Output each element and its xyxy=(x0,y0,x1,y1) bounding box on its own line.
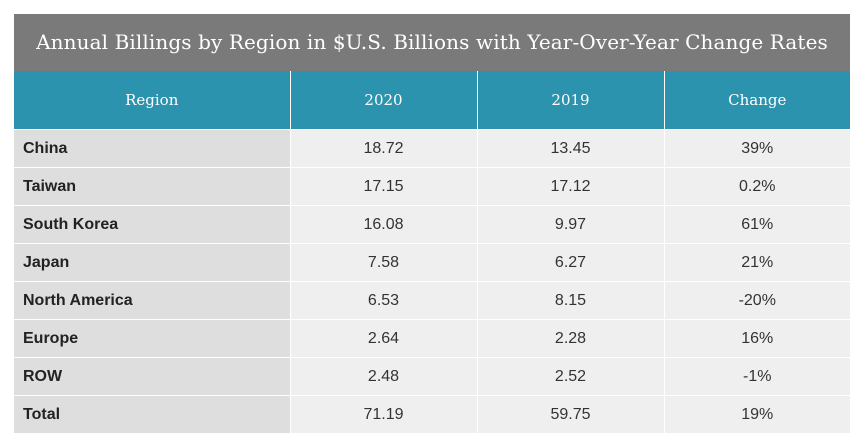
value-2019-cell: 2.52 xyxy=(476,357,664,396)
region-cell: China xyxy=(14,129,290,168)
value-2020-cell: 6.53 xyxy=(289,281,477,320)
table-row: Europe 2.64 2.28 16% xyxy=(14,319,850,358)
billings-table: Region 2020 2019 Change China 18.72 13.4… xyxy=(14,71,850,433)
region-cell: Taiwan xyxy=(14,167,290,206)
value-2020-cell: 2.64 xyxy=(289,319,477,358)
table-row: China 18.72 13.45 39% xyxy=(14,129,850,168)
value-2019-cell: 9.97 xyxy=(476,205,664,244)
region-cell: Japan xyxy=(14,243,290,282)
region-cell: South Korea xyxy=(14,205,290,244)
table-row: North America 6.53 8.15 -20% xyxy=(14,281,850,320)
table-row: South Korea 16.08 9.97 61% xyxy=(14,205,850,244)
value-2019-cell: 6.27 xyxy=(476,243,664,282)
change-cell: 19% xyxy=(663,395,850,433)
value-2019-cell: 59.75 xyxy=(476,395,664,433)
value-2019-cell: 8.15 xyxy=(476,281,664,320)
value-2019-cell: 2.28 xyxy=(476,319,664,358)
value-2020-cell: 2.48 xyxy=(289,357,477,396)
header-change: Change xyxy=(663,71,850,130)
billings-table-figure: Annual Billings by Region in $U.S. Billi… xyxy=(14,14,850,433)
region-cell: Total xyxy=(14,395,290,433)
value-2020-cell: 7.58 xyxy=(289,243,477,282)
table-row-total: Total 71.19 59.75 19% xyxy=(14,395,850,433)
value-2020-cell: 18.72 xyxy=(289,129,477,168)
change-cell: -1% xyxy=(663,357,850,396)
region-cell: North America xyxy=(14,281,290,320)
change-cell: 39% xyxy=(663,129,850,168)
value-2020-cell: 71.19 xyxy=(289,395,477,433)
header-region: Region xyxy=(14,71,290,130)
region-cell: Europe xyxy=(14,319,290,358)
header-row: Region 2020 2019 Change xyxy=(14,71,850,130)
value-2020-cell: 16.08 xyxy=(289,205,477,244)
header-2020: 2020 xyxy=(289,71,477,130)
change-cell: 16% xyxy=(663,319,850,358)
header-2019: 2019 xyxy=(476,71,664,130)
change-cell: 0.2% xyxy=(663,167,850,206)
value-2019-cell: 13.45 xyxy=(476,129,664,168)
value-2019-cell: 17.12 xyxy=(476,167,664,206)
region-cell: ROW xyxy=(14,357,290,396)
table-title: Annual Billings by Region in $U.S. Billi… xyxy=(14,14,850,71)
table-row: Japan 7.58 6.27 21% xyxy=(14,243,850,282)
table-row: ROW 2.48 2.52 -1% xyxy=(14,357,850,396)
change-cell: 61% xyxy=(663,205,850,244)
table-row: Taiwan 17.15 17.12 0.2% xyxy=(14,167,850,206)
value-2020-cell: 17.15 xyxy=(289,167,477,206)
change-cell: 21% xyxy=(663,243,850,282)
change-cell: -20% xyxy=(663,281,850,320)
